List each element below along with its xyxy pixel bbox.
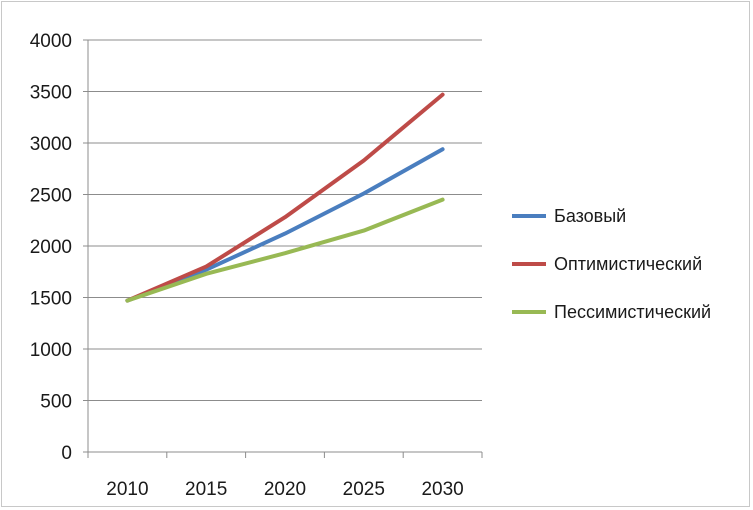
y-tick-label: 500 bbox=[40, 392, 72, 413]
legend-item: Пессимистический bbox=[512, 302, 711, 322]
legend-label: Пессимистический bbox=[554, 302, 711, 322]
series-lines bbox=[125, 92, 445, 303]
series-line-1 bbox=[125, 147, 445, 303]
y-axis-tick-labels: 0 500 1000 1500 2000 2500 3000 3500 4000 bbox=[30, 31, 72, 464]
series-line-3 bbox=[125, 197, 445, 303]
legend-label: Базовый bbox=[554, 206, 626, 226]
y-tick-label: 1500 bbox=[30, 289, 72, 310]
y-tick-label: 0 bbox=[61, 443, 72, 464]
y-tick-label: 2500 bbox=[30, 186, 72, 207]
series-line-2 bbox=[125, 92, 445, 303]
x-tick-label: 2030 bbox=[421, 479, 463, 500]
y-tick-label: 1000 bbox=[30, 340, 72, 361]
x-axis-tick-labels: 2010 2015 2020 2025 2030 bbox=[106, 479, 463, 500]
y-tick-label: 2000 bbox=[30, 237, 72, 258]
legend-item: Базовый bbox=[512, 206, 626, 226]
axes bbox=[83, 39, 483, 458]
legend-label: Оптимистический bbox=[554, 254, 702, 274]
gridlines bbox=[88, 39, 482, 401]
y-tick-label: 3000 bbox=[30, 134, 72, 155]
legend: Базовый Оптимистический Пессимистический bbox=[512, 206, 711, 322]
x-tick-label: 2025 bbox=[343, 479, 385, 500]
x-tick-label: 2020 bbox=[264, 479, 306, 500]
y-tick-label: 3500 bbox=[30, 83, 72, 104]
y-tick-label: 4000 bbox=[30, 31, 72, 52]
x-tick-label: 2015 bbox=[185, 479, 227, 500]
legend-item: Оптимистический bbox=[512, 254, 702, 274]
x-tick-label: 2010 bbox=[106, 479, 148, 500]
